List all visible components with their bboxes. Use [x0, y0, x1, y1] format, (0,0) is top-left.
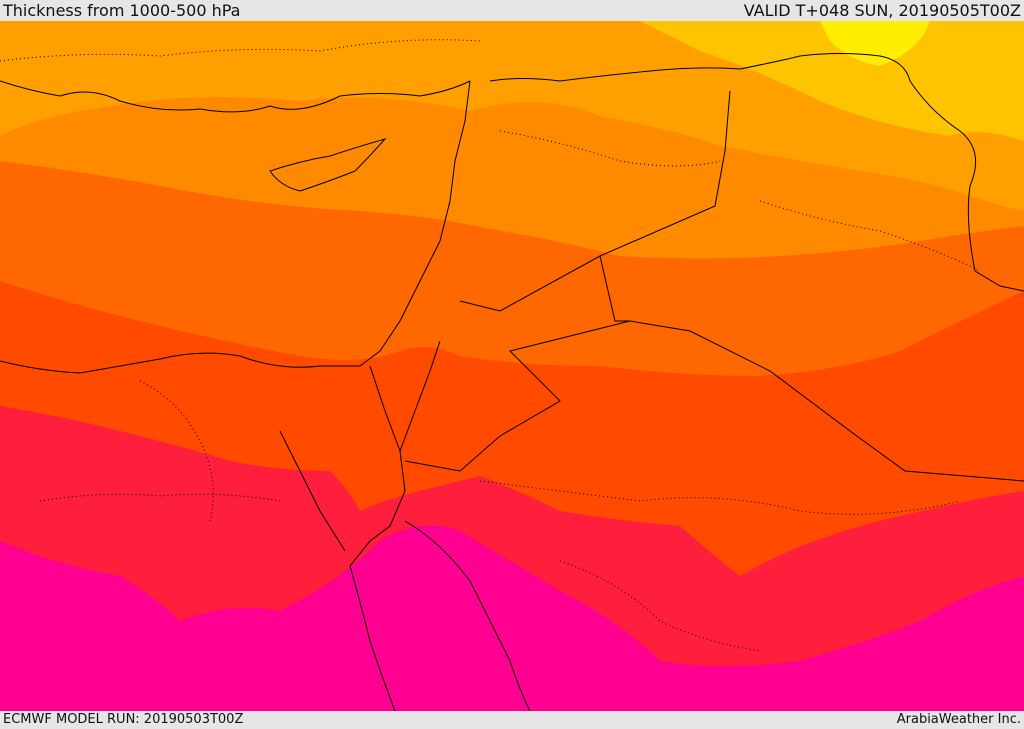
coastlines — [0, 53, 1024, 711]
model-run: ECMWF MODEL RUN: 20190503T00Z — [3, 712, 244, 727]
band-2 — [820, 21, 930, 66]
thickness-map — [0, 21, 1024, 711]
header-bar: Thickness from 1000-500 hPa VALID T+048 … — [0, 0, 1024, 21]
band-1 — [640, 21, 1024, 141]
credit: ArabiaWeather Inc. — [896, 712, 1021, 727]
band-7 — [0, 525, 1024, 711]
map-title: Thickness from 1000-500 hPa — [3, 1, 241, 20]
province-borders — [0, 39, 981, 652]
footer-bar: ECMWF MODEL RUN: 20190503T00Z ArabiaWeat… — [0, 711, 1024, 729]
valid-time: VALID T+048 SUN, 20190505T00Z — [743, 1, 1021, 20]
map-canvas — [0, 21, 1024, 711]
